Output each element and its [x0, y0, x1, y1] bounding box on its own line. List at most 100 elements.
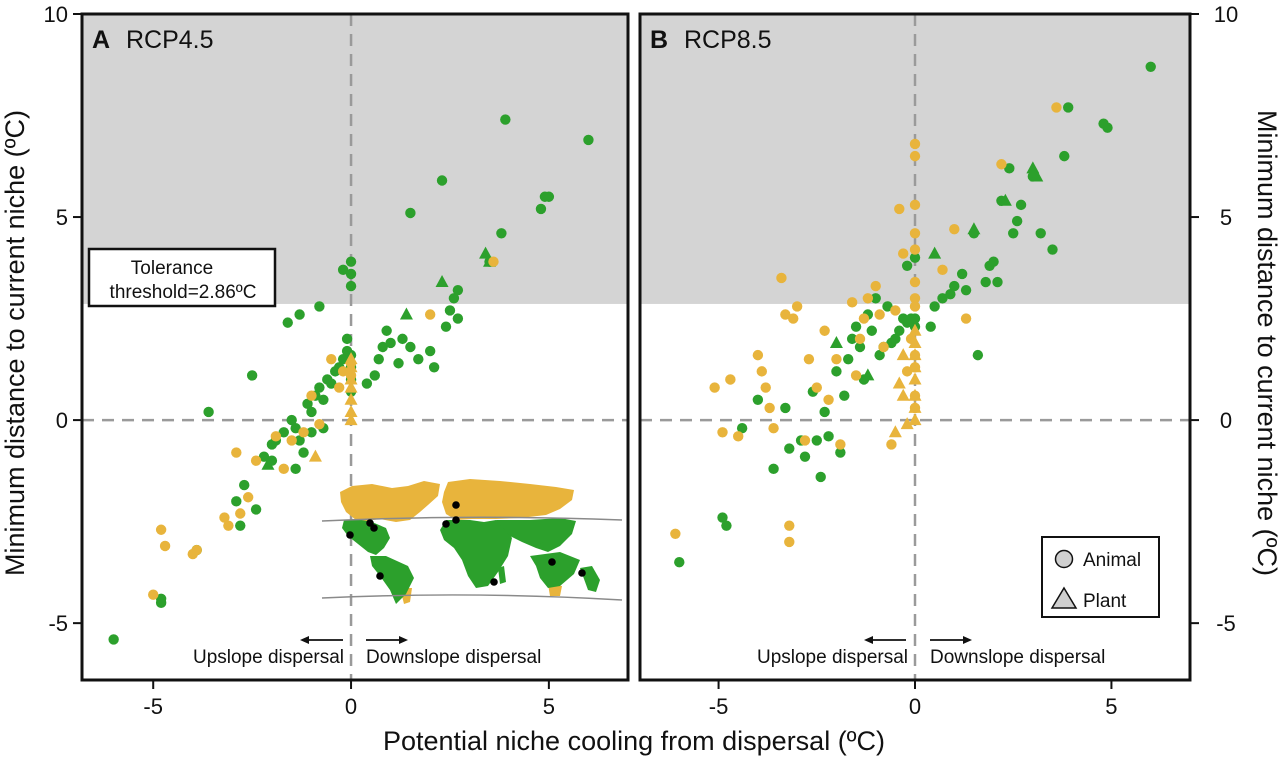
panel-a-point-green-circle: [258, 451, 270, 462]
panel-b-point-orange-circle: [890, 305, 901, 316]
panel-a-y-tick-label: 0: [56, 408, 68, 433]
panel-b-point-orange-circle: [780, 309, 791, 320]
panel-b-point-green-circle: [901, 260, 913, 271]
panel-b-point-green-circle: [945, 289, 956, 300]
panel-a-point-green-circle: [306, 427, 317, 438]
panel-b-point-orange-circle: [717, 427, 728, 438]
panel-b-point-orange-triangle: [908, 413, 922, 426]
panel-a-point-green-circle: [444, 305, 456, 316]
panel-b-point-green-circle: [799, 451, 811, 462]
panel-b-point-green-circle: [1035, 228, 1046, 239]
panel-b-point-orange-circle: [878, 341, 889, 353]
panel-b-point-green-circle: [721, 520, 732, 531]
upslope-label-b: Upslope dispersal: [757, 647, 908, 668]
study-site: [346, 531, 354, 539]
panel-b-point-orange-triangle: [908, 372, 922, 385]
panel-a-point-green-circle: [302, 398, 313, 410]
panel-b-point-green-circle: [874, 349, 885, 361]
panel-b-point-green-circle: [823, 431, 834, 442]
panel-a-point-green-circle: [286, 414, 297, 426]
panel-b-point-green-circle: [894, 325, 905, 336]
panel-b-x-tick-label: -5: [709, 694, 729, 719]
panel-a-y-tick-label: 10: [44, 2, 68, 27]
panel-b-point-green-circle: [819, 406, 830, 418]
panel-a-point-green-triangle: [261, 457, 275, 470]
panel-a-point-orange-circle: [337, 366, 349, 377]
panel-a-point-green-circle: [345, 256, 357, 267]
panel-b-y-tick-label: 10: [1214, 2, 1238, 27]
panel-a-point-green-circle: [294, 435, 305, 446]
panel-a-point-orange-circle: [223, 520, 234, 531]
panel-b-point-green-circle: [988, 256, 999, 267]
panel-b-name: RCP8.5: [684, 26, 772, 54]
panel-a-point-green-circle: [452, 284, 464, 296]
upslope-label-a: Upslope dispersal: [193, 647, 344, 668]
panel-a-point-green-circle: [373, 353, 384, 365]
panel-b-point-orange-circle: [854, 333, 866, 345]
panel-b-point-orange-circle: [909, 301, 921, 312]
panel-a-point-green-circle: [239, 479, 250, 491]
y-axis-title-left: Minimum distance to current niche (ºC): [0, 110, 30, 576]
panel-a-point-green-circle: [393, 358, 404, 369]
panel-b-point-orange-circle: [909, 138, 921, 150]
panel-b-y-tick-label: -5: [1216, 611, 1236, 636]
panel-b-point-orange-triangle: [900, 417, 914, 430]
panel-b-point-orange-circle: [909, 199, 921, 211]
panel-a-point-green-circle: [345, 280, 357, 292]
panel-b-point-orange-circle: [901, 366, 913, 377]
panel-a-point-orange-circle: [159, 540, 171, 552]
panel-a-point-orange-circle: [242, 492, 254, 503]
panel-a-point-orange-circle: [286, 435, 297, 446]
panel-b-point-green-circle: [925, 321, 936, 332]
panel-a-point-green-circle: [282, 317, 293, 328]
panel-b-point-orange-circle: [858, 313, 870, 324]
panel-b-point-green-triangle: [1026, 161, 1040, 174]
panel-b-point-orange-circle: [909, 293, 921, 304]
panel-b-point-orange-circle: [725, 374, 736, 385]
panel-b-point-green-circle: [768, 463, 779, 475]
threshold-label-line2: threshold=2.86ºC: [110, 282, 257, 303]
panel-a-point-green-circle: [424, 345, 436, 357]
study-site: [452, 501, 460, 509]
panel-b-point-green-triangle: [928, 246, 942, 259]
panel-b-point-green-circle: [972, 349, 984, 361]
panel-a-point-green-circle: [314, 382, 325, 393]
panel-b-point-green-circle: [929, 301, 940, 312]
panel-a-point-green-circle: [250, 504, 262, 515]
panel-a-point-orange-triangle: [344, 392, 358, 405]
panel-b-point-green-circle: [815, 471, 826, 483]
panel-b-point-green-circle: [1047, 244, 1058, 255]
panel-a-point-green-circle: [436, 175, 448, 186]
panel-a-point-orange-circle: [148, 589, 159, 600]
panel-b-point-orange-circle: [874, 309, 885, 320]
panel-a-point-green-circle: [318, 394, 329, 405]
panel-a-point-green-circle: [294, 309, 305, 320]
panel-a-x-tick-label: 0: [345, 694, 357, 719]
panel-a-point-green-circle: [345, 268, 357, 280]
panel-b-y-tick-label: 0: [1220, 408, 1232, 433]
panel-a-point-green-circle: [246, 370, 258, 381]
panel-a-point-orange-triangle: [344, 360, 358, 373]
panel-b-point-orange-circle: [909, 276, 921, 288]
panel-b-point-green-circle: [736, 423, 748, 434]
panel-b-point-green-circle: [866, 325, 877, 336]
panel-b-point-orange-circle: [996, 159, 1007, 170]
panel-b-point-orange-circle: [788, 313, 799, 324]
panel-b-point-green-circle: [980, 276, 991, 288]
panel-a-point-green-circle: [290, 423, 301, 434]
panel-b-point-orange-circle: [799, 435, 811, 446]
panel-a-point-orange-circle: [333, 382, 345, 393]
panel-b-point-green-circle: [882, 301, 893, 312]
panel-b-point-green-circle: [1004, 163, 1015, 174]
panel-b-point-orange-triangle: [908, 323, 922, 336]
legend: Animal Plant: [1041, 536, 1160, 618]
study-site: [376, 572, 384, 580]
panel-b-point-orange-circle: [670, 528, 681, 540]
panel-a-point-green-triangle: [479, 246, 493, 259]
panel-b-point-orange-circle: [949, 224, 960, 235]
panel-a-point-green-circle: [413, 353, 424, 365]
panel-a-point-green-circle: [496, 228, 507, 239]
panel-b-point-orange-circle: [733, 431, 744, 442]
legend-plant-marker: [1050, 586, 1078, 609]
